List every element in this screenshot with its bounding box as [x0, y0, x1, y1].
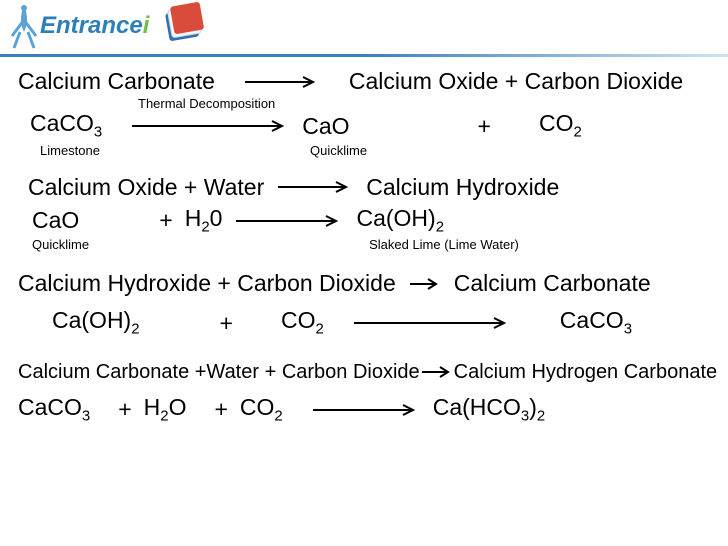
- arrow-icon: [311, 403, 421, 417]
- eq1-word-right: Calcium Oxide + Carbon Dioxide: [349, 70, 683, 93]
- plus: +: [118, 398, 131, 421]
- plus: +: [478, 115, 491, 138]
- arrow-icon: [243, 75, 321, 89]
- arrow-icon: [420, 365, 454, 379]
- header-rule: [0, 54, 728, 57]
- eq1-formula-right: CO2: [539, 112, 582, 141]
- eq4-formula-d: Ca(HCO3)2: [433, 396, 545, 425]
- eq3-formula-a: Ca(OH)2: [52, 309, 140, 338]
- eq2-word-right: Calcium Hydroxide: [366, 176, 559, 199]
- eq4-word-left: Calcium Carbonate +Water + Carbon Dioxid…: [18, 362, 420, 382]
- equation-3: Calcium Hydroxide + Carbon Dioxide Calci…: [18, 272, 710, 338]
- eq2-note-left: Quicklime: [32, 237, 89, 252]
- arrow-icon: [234, 214, 344, 228]
- folder-icon: [157, 1, 207, 47]
- eq2-note-right: Slaked Lime (Lime Water): [369, 237, 519, 252]
- eq4-formula-b: H2O: [144, 396, 187, 425]
- brand-text: Entrancei: [40, 12, 149, 40]
- plus: +: [220, 312, 233, 335]
- equation-2: Calcium Oxide + Water Calcium Hydroxide …: [18, 176, 710, 253]
- eq1-note-mid: Quicklime: [310, 143, 367, 158]
- eq1-note-left: Limestone: [40, 143, 100, 158]
- reactions-content: Calcium Carbonate Calcium Oxide + Carbon…: [0, 70, 728, 438]
- eq1-arrow-label: Thermal Decomposition: [138, 97, 275, 110]
- arrow-icon: [276, 180, 354, 194]
- eq2-word-left: Calcium Oxide + Water: [28, 176, 264, 199]
- plus: +: [159, 209, 172, 232]
- equation-4: Calcium Carbonate +Water + Carbon Dioxid…: [18, 362, 710, 425]
- eq2-formula-a: CaO: [32, 209, 79, 232]
- plus: +: [214, 398, 227, 421]
- eq4-word-right: Calcium Hydrogen Carbonate: [454, 362, 717, 382]
- arrow-icon: [130, 119, 290, 133]
- equation-1: Calcium Carbonate Calcium Oxide + Carbon…: [18, 70, 710, 158]
- eq4-formula-c: CO2: [240, 396, 283, 425]
- eq3-word-right: Calcium Carbonate: [454, 272, 651, 295]
- brand-part1: Entrance: [40, 12, 143, 39]
- eq1-formula-mid: CaO: [302, 115, 349, 138]
- eq2-formula-c: Ca(OH)2: [356, 207, 444, 236]
- eq3-formula-b: CO2: [281, 309, 324, 338]
- eq2-formula-b: H20: [185, 207, 223, 236]
- eq3-word-left: Calcium Hydroxide + Carbon Dioxide: [18, 272, 396, 295]
- brand-part2: i: [143, 12, 150, 39]
- eq1-formula-left: CaCO3: [30, 112, 102, 141]
- logo-figure-icon: [6, 2, 42, 50]
- arrow-icon: [408, 277, 442, 291]
- arrow-icon: [352, 316, 512, 330]
- header: Entrancei: [0, 0, 728, 62]
- eq1-word-left: Calcium Carbonate: [18, 70, 215, 93]
- eq3-formula-c: CaCO3: [560, 309, 632, 338]
- eq4-formula-a: CaCO3: [18, 396, 90, 425]
- brand-logo: Entrancei: [6, 2, 207, 50]
